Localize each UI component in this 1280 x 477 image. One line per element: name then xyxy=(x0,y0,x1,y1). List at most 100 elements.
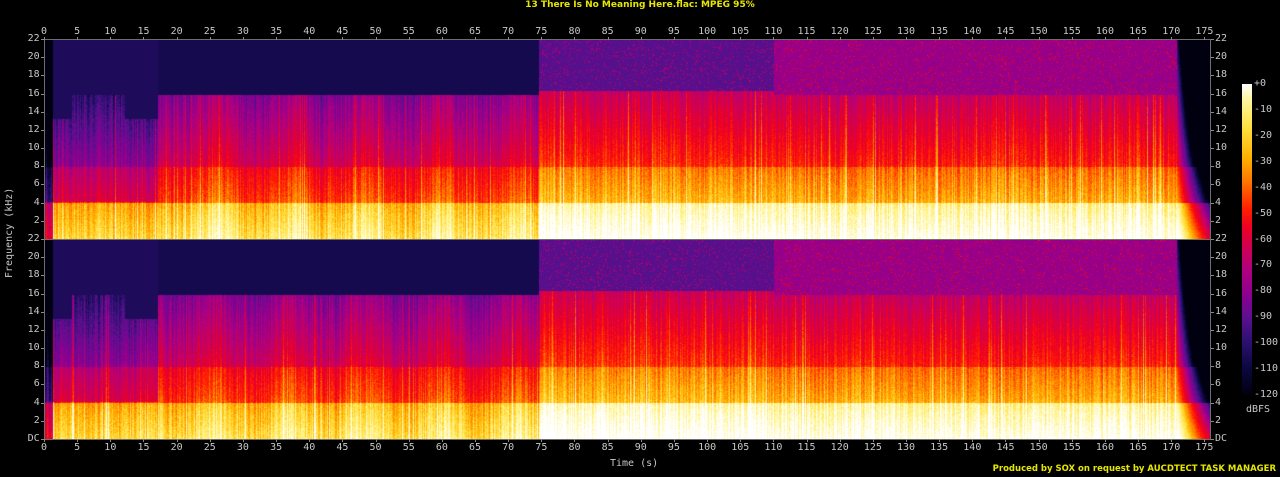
y-tick-label-left: 4 xyxy=(33,396,40,408)
x-tick-label-top: 100 xyxy=(698,26,717,37)
x-tick-label-top: 95 xyxy=(667,26,680,37)
x-tick-label-top: 30 xyxy=(236,26,249,37)
x-tick-label-top: 135 xyxy=(930,26,949,37)
x-tick-label-bottom: 105 xyxy=(731,442,750,453)
x-tick-label-bottom: 120 xyxy=(830,442,849,453)
y-tick-label-right: 6 xyxy=(1215,178,1222,190)
x-tick-label-bottom: 115 xyxy=(797,442,816,453)
x-tick-label-bottom: 10 xyxy=(104,442,117,453)
x-tick-label-top: 145 xyxy=(996,26,1015,37)
y-tick-label-right: 20 xyxy=(1215,251,1228,263)
x-tick-label-bottom: 80 xyxy=(568,442,581,453)
y-tick-label-right: 10 xyxy=(1215,342,1228,354)
y-tick-label-right: 18 xyxy=(1215,269,1228,281)
x-tick-label-top: 90 xyxy=(634,26,647,37)
y-tick-label-left: 14 xyxy=(27,105,40,117)
x-tick-label-bottom: 45 xyxy=(336,442,349,453)
x-tick-label-top: 10 xyxy=(104,26,117,37)
x-tick-label-top: 170 xyxy=(1162,26,1181,37)
y-tick-label-left: 2 xyxy=(33,214,40,226)
spectrogram-canvas xyxy=(45,240,1210,439)
x-tick-label-top: 85 xyxy=(601,26,614,37)
x-tick-label-bottom: 110 xyxy=(764,442,783,453)
x-tick-label-bottom: 35 xyxy=(270,442,283,453)
colorbar-tick-label: -100 xyxy=(1254,337,1279,349)
x-tick-label-bottom: 5 xyxy=(74,442,81,453)
x-tick-label-top: 40 xyxy=(303,26,316,37)
colorbar-tick-label: -60 xyxy=(1254,233,1273,245)
spectrogram-channel-1 xyxy=(44,39,1211,240)
x-tick-label-bottom: 145 xyxy=(996,442,1015,453)
x-tick-label-top: 35 xyxy=(270,26,283,37)
y-tick-label-right: 18 xyxy=(1215,69,1228,81)
x-tick-label-bottom: 125 xyxy=(863,442,882,453)
spectrogram-channel-2 xyxy=(44,239,1211,440)
x-tick-label-top: 155 xyxy=(1062,26,1081,37)
x-tick-label-top: 120 xyxy=(830,26,849,37)
x-tick-label-bottom: 170 xyxy=(1162,442,1181,453)
y-tick-label-left: DC xyxy=(27,433,40,444)
y-tick-label-right: 14 xyxy=(1215,305,1228,317)
colorbar xyxy=(1242,84,1252,395)
y-tick-label-right: 22 xyxy=(1215,33,1228,44)
x-tick-label-bottom: 160 xyxy=(1095,442,1114,453)
colorbar-tick-label: -50 xyxy=(1254,207,1273,219)
y-tick-label-right: 4 xyxy=(1215,396,1222,408)
colorbar-tick-label: -70 xyxy=(1254,259,1273,271)
y-tick-label-left: 8 xyxy=(33,360,40,372)
spectrogram-canvas xyxy=(45,40,1210,239)
x-tick-label-bottom: 15 xyxy=(137,442,150,453)
colorbar-tick-label: -40 xyxy=(1254,181,1273,193)
colorbar-tick-label: -110 xyxy=(1254,363,1279,375)
x-tick-label-top: 65 xyxy=(468,26,482,37)
x-tick-label-top: 45 xyxy=(336,26,349,37)
colorbar-tick-label: -30 xyxy=(1254,155,1273,167)
y-tick-label-left: 6 xyxy=(33,178,40,190)
x-tick-label-top: 55 xyxy=(402,26,415,37)
y-axis-title: Frequency (kHz) xyxy=(4,187,15,278)
y-tick-label-left: 6 xyxy=(33,378,40,390)
y-tick-label-left: 22 xyxy=(27,233,40,244)
x-tick-label-bottom: 175 xyxy=(1195,442,1214,453)
x-tick-label-top: 0 xyxy=(41,26,48,37)
x-tick-label-bottom: 30 xyxy=(236,442,249,453)
y-tick-label-right: 16 xyxy=(1215,87,1228,99)
y-tick-label-right: 12 xyxy=(1215,123,1228,135)
colorbar-tick-label: -10 xyxy=(1254,103,1273,115)
y-tick-label-right: 14 xyxy=(1215,105,1228,117)
x-tick-label-bottom: 135 xyxy=(930,442,949,453)
y-tick-label-right: 22 xyxy=(1215,233,1228,244)
y-tick-label-left: 8 xyxy=(33,160,40,172)
chart-title: 13 There Is No Meaning Here.flac: MPEG 9… xyxy=(525,0,755,10)
x-tick-label-bottom: 75 xyxy=(535,442,548,453)
x-tick-label-bottom: 95 xyxy=(667,442,680,453)
x-tick-label-top: 140 xyxy=(963,26,982,37)
x-tick-label-bottom: 20 xyxy=(170,442,183,453)
y-tick-label-left: 20 xyxy=(27,251,40,263)
y-tick-label-left: 12 xyxy=(27,323,40,335)
x-tick-label-bottom: 25 xyxy=(203,442,216,453)
colorbar-tick-label: -80 xyxy=(1254,285,1273,297)
y-tick-label-left: 20 xyxy=(27,51,40,63)
y-tick-label-left: 14 xyxy=(27,305,40,317)
x-tick-label-top: 130 xyxy=(896,26,916,37)
x-tick-label-top: 50 xyxy=(369,26,382,37)
x-tick-label-top: 15 xyxy=(137,26,150,37)
x-tick-label-top: 115 xyxy=(797,26,816,37)
y-tick-label-left: 16 xyxy=(27,287,40,299)
x-tick-label-top: 20 xyxy=(170,26,183,37)
x-tick-label-top: 160 xyxy=(1095,26,1114,37)
x-tick-label-bottom: 60 xyxy=(435,442,448,453)
x-tick-label-top: 125 xyxy=(863,26,882,37)
y-tick-label-right: 2 xyxy=(1215,414,1222,426)
y-tick-label-right: 4 xyxy=(1215,196,1222,208)
y-tick-label-left: 4 xyxy=(33,196,40,208)
colorbar-tick-label: +0 xyxy=(1254,78,1267,89)
x-axis-title: Time (s) xyxy=(610,458,659,469)
credit-text: Produced by SOX on request by AUCDTECT T… xyxy=(992,464,1276,474)
x-tick-label-bottom: 140 xyxy=(963,442,982,453)
colorbar-tick-label: -90 xyxy=(1254,311,1273,323)
y-tick-label-right: 12 xyxy=(1215,323,1228,335)
y-tick-label-right: 8 xyxy=(1215,160,1222,172)
x-tick-label-top: 60 xyxy=(435,26,448,37)
